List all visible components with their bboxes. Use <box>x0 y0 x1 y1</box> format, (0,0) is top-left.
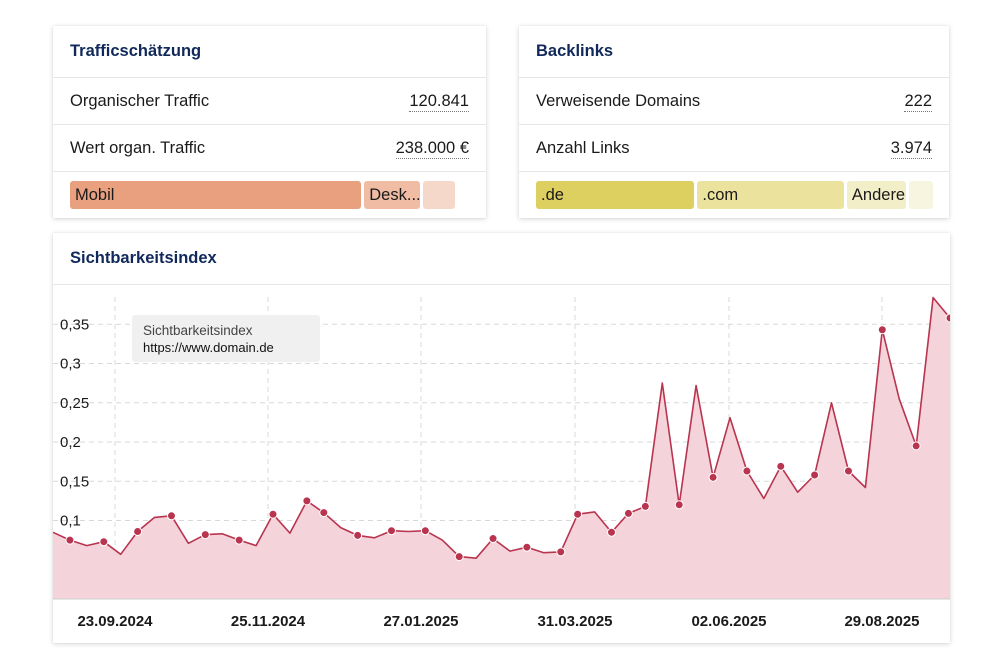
data-point <box>742 466 752 476</box>
referring-domains-row: Verweisende Domains 222 <box>519 78 949 125</box>
device-segment-desktop[interactable]: Desk... <box>364 181 421 209</box>
data-point <box>708 472 718 482</box>
tld-segment-rest[interactable] <box>909 181 934 209</box>
visibility-chart[interactable]: 0,050,10,150,20,250,30,3523.09.202425.11… <box>53 285 950 643</box>
link-count-label: Anzahl Links <box>536 138 630 157</box>
data-point <box>623 508 633 518</box>
data-point <box>234 535 244 545</box>
x-tick-label: 29.08.2025 <box>844 613 919 630</box>
data-point <box>99 537 109 547</box>
link-count-value[interactable]: 3.974 <box>890 138 932 159</box>
tld-segment-com[interactable]: .com <box>697 181 844 209</box>
data-point <box>556 547 566 557</box>
data-point <box>268 509 278 519</box>
link-count-row: Anzahl Links 3.974 <box>519 125 949 172</box>
data-point <box>607 527 617 537</box>
y-tick-label: 0,3 <box>60 356 81 373</box>
data-point <box>302 496 312 506</box>
series-area <box>53 297 950 599</box>
x-tick-label: 23.09.2024 <box>77 613 153 630</box>
organic-traffic-label: Organischer Traffic <box>70 91 210 110</box>
traffic-value-label: Wert organ. Traffic <box>70 138 206 157</box>
device-segment-other[interactable] <box>423 181 456 209</box>
data-point <box>945 313 950 323</box>
data-point <box>843 466 853 476</box>
visibility-card-title: Sichtbarkeitsindex <box>53 233 950 285</box>
data-point <box>420 526 430 536</box>
data-point <box>573 509 583 519</box>
organic-traffic-row: Organischer Traffic 120.841 <box>53 78 486 125</box>
device-segment-mobile[interactable]: Mobil <box>70 181 362 209</box>
x-tick-label: 02.06.2025 <box>691 613 766 630</box>
data-point <box>133 526 143 536</box>
traffic-estimate-card: Trafficschätzung Organischer Traffic 120… <box>53 26 486 218</box>
legend-domain: https://www.domain.de <box>143 340 274 355</box>
y-tick-label: 0,35 <box>60 316 89 333</box>
data-point <box>522 542 532 552</box>
data-point <box>454 552 464 562</box>
tld-segment-other[interactable]: Andere <box>846 181 907 209</box>
data-point <box>640 501 650 511</box>
chart-legend: Sichtbarkeitsindex https://www.domain.de <box>132 315 320 362</box>
y-tick-label: 0,25 <box>60 395 89 412</box>
data-point <box>319 508 329 518</box>
x-tick-label: 25.11.2024 <box>231 613 306 630</box>
traffic-value-value[interactable]: 238.000 € <box>395 138 469 159</box>
referring-domains-label: Verweisende Domains <box>536 91 701 110</box>
data-point <box>386 526 396 536</box>
tld-share-bar: .de .com Andere <box>536 181 934 209</box>
backlinks-card: Backlinks Verweisende Domains 222 Anzahl… <box>519 26 949 218</box>
legend-series-name: Sichtbarkeitsindex <box>143 323 253 338</box>
y-tick-label: 0,1 <box>60 513 81 530</box>
y-tick-label: 0,2 <box>60 434 81 451</box>
visibility-index-card: Sichtbarkeitsindex 0,050,10,150,20,250,3… <box>53 233 950 643</box>
data-point <box>353 530 363 540</box>
data-point <box>776 461 786 471</box>
organic-traffic-value[interactable]: 120.841 <box>409 91 469 112</box>
data-point <box>65 535 75 545</box>
traffic-card-title: Trafficschätzung <box>53 26 486 78</box>
y-tick-label: 0,15 <box>60 473 89 490</box>
data-point <box>911 441 921 451</box>
x-tick-label: 31.03.2025 <box>537 613 612 630</box>
backlinks-card-title: Backlinks <box>519 26 949 78</box>
x-tick-label: 27.01.2025 <box>383 613 458 630</box>
data-point <box>810 470 820 480</box>
data-point <box>674 500 684 510</box>
device-share-bar: Mobil Desk... <box>70 181 469 209</box>
tld-segment-de[interactable]: .de <box>536 181 695 209</box>
referring-domains-value[interactable]: 222 <box>904 91 932 112</box>
data-point <box>488 534 498 544</box>
data-point <box>877 325 887 335</box>
data-point <box>166 511 176 521</box>
traffic-value-row: Wert organ. Traffic 238.000 € <box>53 125 486 172</box>
data-point <box>200 530 210 540</box>
